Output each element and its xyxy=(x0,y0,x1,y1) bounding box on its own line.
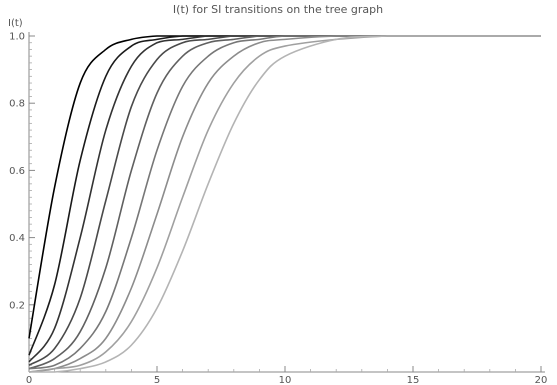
series-line-8 xyxy=(28,35,541,373)
x-tick-label: 10 xyxy=(279,375,292,385)
series-line-4 xyxy=(28,35,541,366)
axes xyxy=(28,32,545,373)
series-line-9 xyxy=(29,35,541,373)
y-tick-label: 0.6 xyxy=(9,166,25,177)
series-line-1 xyxy=(28,35,541,339)
series-line-2 xyxy=(28,35,541,356)
x-tick-label: 15 xyxy=(407,375,420,385)
y-tick-label: 1.0 xyxy=(9,32,25,43)
series-line-7 xyxy=(28,35,541,373)
x-tick-label: 5 xyxy=(154,375,160,385)
y-tick-label: 0.4 xyxy=(9,233,25,244)
x-tick-label: 20 xyxy=(535,375,548,385)
y-axis-label: I(t) xyxy=(8,18,23,29)
tick-labels: 0 5 10 15 20 0.2 0.4 0.6 0.8 1.0 xyxy=(9,32,547,385)
chart-title: I(t) for SI transitions on the tree grap… xyxy=(173,3,383,16)
series-lines xyxy=(28,35,541,373)
y-tick-label: 0.8 xyxy=(9,99,25,110)
x-tick-label: 0 xyxy=(26,375,32,385)
y-tick-label: 0.2 xyxy=(9,300,25,311)
